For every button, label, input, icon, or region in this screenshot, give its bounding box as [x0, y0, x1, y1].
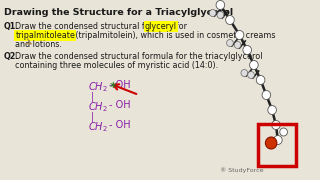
Text: Drawing the Structure for a Triacylglycerol: Drawing the Structure for a Triacylglyce…	[4, 8, 233, 17]
Circle shape	[241, 69, 248, 76]
Circle shape	[209, 10, 216, 17]
Text: |: |	[91, 111, 94, 122]
Circle shape	[243, 46, 252, 55]
Text: $CH_2$: $CH_2$	[88, 80, 108, 94]
Circle shape	[256, 75, 265, 84]
Circle shape	[272, 120, 280, 129]
Text: Draw the condensed structural formula for the triacylglycerol: Draw the condensed structural formula fo…	[15, 52, 263, 61]
Text: - OH: - OH	[109, 80, 131, 90]
Circle shape	[262, 91, 271, 100]
Text: Q1.: Q1.	[4, 22, 19, 31]
Circle shape	[280, 128, 287, 136]
Text: ® StudyForce: ® StudyForce	[220, 167, 264, 173]
Text: Draw the condensed structural formula for: Draw the condensed structural formula fo…	[15, 22, 190, 31]
Circle shape	[248, 71, 254, 78]
Circle shape	[234, 42, 241, 48]
Text: (tripalmitolein), which is used in cosmetic creams: (tripalmitolein), which is used in cosme…	[73, 31, 275, 40]
Circle shape	[250, 60, 258, 69]
Text: containing three molecules of myristic acid (14:0).: containing three molecules of myristic a…	[15, 61, 219, 70]
Text: $CH_2$: $CH_2$	[88, 100, 108, 114]
Text: *: *	[110, 81, 117, 94]
Text: - OH: - OH	[109, 120, 131, 130]
Text: |: |	[91, 91, 94, 102]
Circle shape	[265, 137, 277, 149]
Text: and lotions.: and lotions.	[15, 40, 62, 49]
Circle shape	[217, 12, 224, 19]
Circle shape	[227, 39, 233, 46]
Text: - OH: - OH	[109, 100, 131, 110]
Circle shape	[235, 30, 244, 39]
Circle shape	[268, 105, 276, 114]
Text: $CH_2$: $CH_2$	[88, 120, 108, 134]
Text: tripalmitoleate: tripalmitoleate	[15, 31, 75, 40]
Text: glyceryl: glyceryl	[145, 22, 177, 31]
Circle shape	[226, 15, 234, 24]
Circle shape	[216, 1, 225, 10]
Circle shape	[274, 136, 282, 145]
Text: Q2.: Q2.	[4, 52, 19, 61]
